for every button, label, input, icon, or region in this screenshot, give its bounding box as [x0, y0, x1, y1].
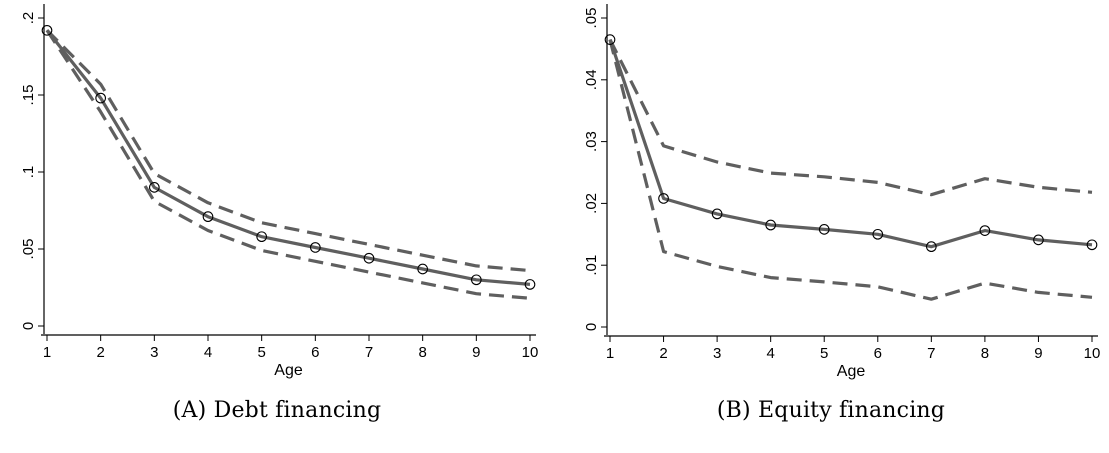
x-tick-label: 2: [659, 345, 667, 362]
lower-ci-line: [608, 39, 1093, 301]
x-tick-label: 1: [43, 344, 51, 361]
caption-letter-b: (B): [716, 398, 751, 423]
y-tick-label: .15: [20, 85, 37, 106]
estimate-point: [309, 242, 321, 253]
y-tick-label: .02: [583, 193, 600, 214]
x-tick-label: 1: [606, 345, 614, 362]
equity-financing-caption: (B) Equity financing: [554, 398, 1108, 423]
estimate-point: [818, 224, 830, 235]
x-tick-label: 6: [874, 345, 882, 362]
estimate-point: [524, 279, 536, 290]
upper-ci-line: [45, 29, 531, 273]
x-tick-label: 8: [418, 344, 426, 361]
estimate-point: [979, 225, 991, 236]
estimate-point: [658, 193, 669, 204]
x-tick-label: 3: [150, 344, 158, 361]
x-tick-label: 4: [766, 345, 774, 362]
y-tick-label: .01: [583, 255, 600, 276]
estimate-point: [363, 252, 375, 264]
x-tick-label: 7: [927, 345, 935, 362]
x-tick-label: 10: [522, 344, 539, 361]
y-tick-label: .05: [583, 8, 600, 29]
y-tick-label: .04: [583, 69, 600, 90]
x-tick-label: 5: [820, 345, 828, 362]
estimate-point: [1086, 239, 1098, 251]
y-tick-label: .03: [583, 131, 600, 152]
lower-ci-line: [45, 29, 531, 300]
caption-letter-a: (A): [172, 398, 207, 423]
x-tick-label: 7: [365, 344, 373, 361]
estimate-point: [1033, 234, 1044, 246]
equity-financing-chart: 0 .01 .02 .03 .04 .05 1 2 3 4 5 6 7 8 9 10 Age: [583, 4, 1101, 380]
y-tick-label: .1: [20, 166, 37, 179]
x-tick-label: 4: [204, 344, 212, 361]
x-tick-label: 9: [1034, 345, 1042, 362]
debt-financing-panel: 0 .05 .1 .15 .2 1 2 3 4 5 6 7 8 9 10 Age (A) Debt finan…: [0, 0, 554, 453]
debt-financing-caption: (A) Debt financing: [0, 398, 554, 423]
x-tick-label: 2: [96, 344, 104, 361]
estimate-point: [95, 92, 107, 104]
estimate-point: [417, 263, 429, 275]
estimate-point: [872, 228, 884, 240]
estimate-point: [41, 24, 53, 36]
x-tick-label: 8: [981, 345, 989, 362]
estimate-point: [202, 211, 214, 223]
x-axis-title: Age: [837, 363, 866, 380]
x-tick-label: 5: [257, 344, 265, 361]
y-tick-label: 0: [20, 322, 37, 330]
estimate-point: [470, 274, 482, 286]
caption-text-a: Debt financing: [213, 398, 382, 423]
estimate-point: [711, 208, 723, 220]
estimate-point: [256, 231, 268, 243]
estimate-point: [148, 182, 160, 193]
x-tick-label: 6: [311, 344, 319, 361]
upper-ci-line: [608, 38, 1093, 197]
y-tick-label: .2: [20, 12, 37, 25]
caption-text-b: Equity financing: [758, 398, 946, 423]
estimate-line: [45, 29, 531, 286]
estimate-line: [608, 39, 1093, 249]
x-tick-label: 10: [1084, 345, 1101, 362]
x-tick-label: 3: [713, 345, 721, 362]
x-tick-label: 9: [472, 344, 480, 361]
debt-financing-chart: 0 .05 .1 .15 .2 1 2 3 4 5 6 7 8 9 10 Age: [20, 4, 539, 379]
x-axis-title: Age: [274, 362, 303, 379]
y-tick-label: 0: [583, 323, 600, 331]
estimate-point: [604, 34, 616, 45]
equity-financing-panel: 0 .01 .02 .03 .04 .05 1 2 3 4 5 6 7 8 9 10 Age (B) Equit…: [554, 0, 1108, 453]
y-tick-label: .05: [20, 239, 37, 260]
estimate-point: [925, 241, 937, 253]
estimate-point: [765, 219, 777, 231]
